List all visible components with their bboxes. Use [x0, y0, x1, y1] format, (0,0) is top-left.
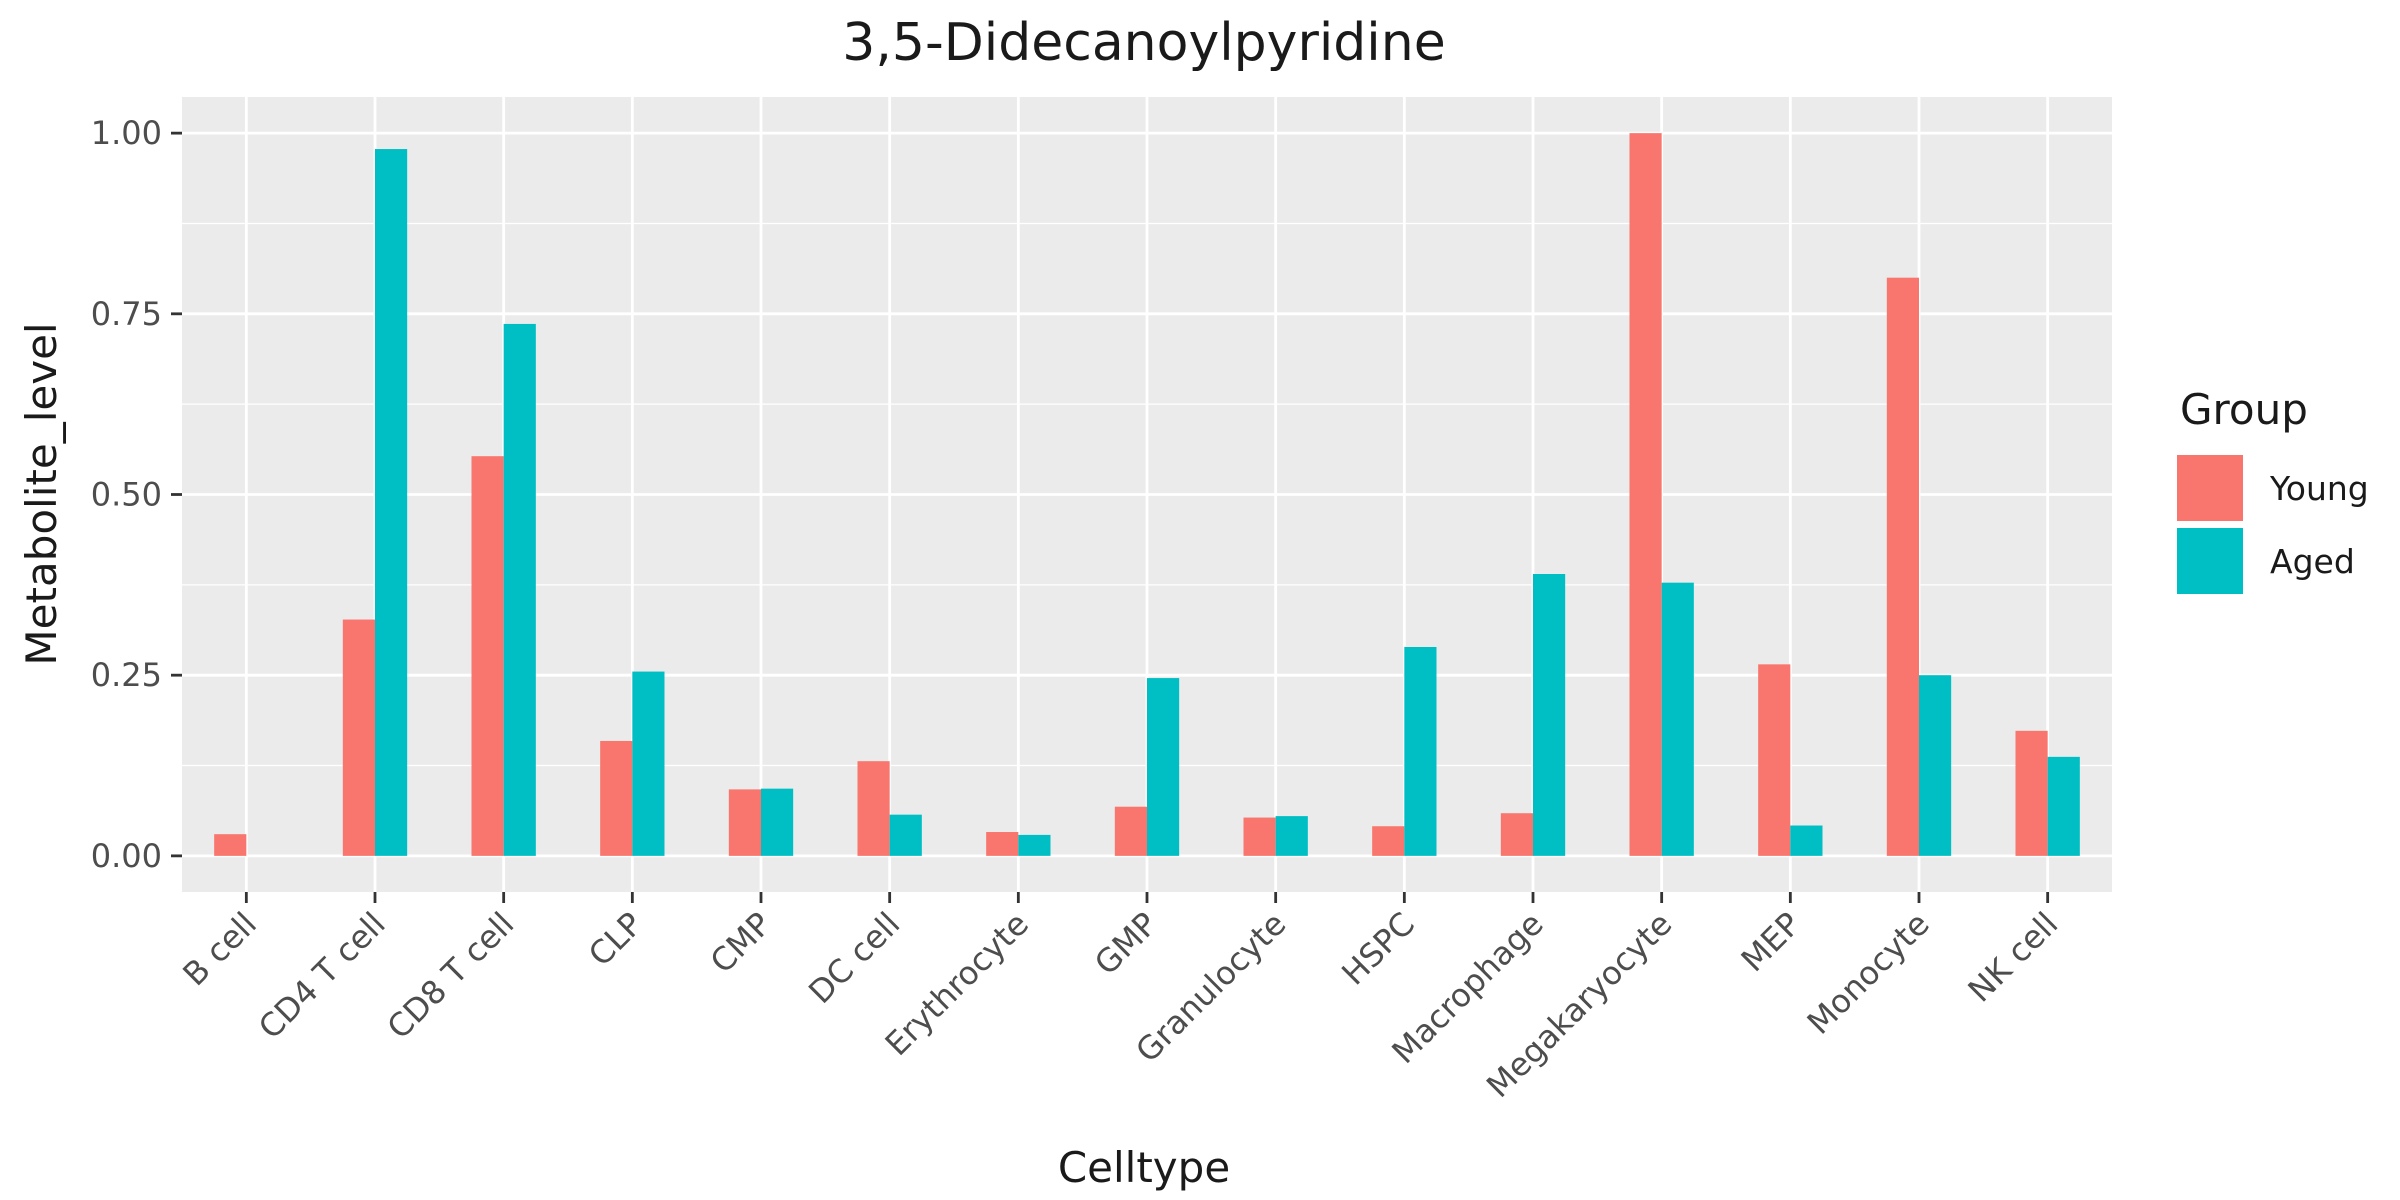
bar-young-gmp	[1114, 806, 1147, 856]
bar-young-nk-cell	[2015, 730, 2048, 856]
bar-young-erythrocyte	[986, 832, 1019, 856]
bar-aged-dc-cell	[889, 814, 922, 856]
bar-young-cd8-t-cell	[471, 456, 504, 856]
bar-young-cmp	[728, 789, 761, 856]
y-tick-label: 0.75	[91, 295, 162, 333]
bar-young-monocyte	[1886, 277, 1919, 856]
legend-key-aged	[2177, 528, 2243, 594]
bar-aged-erythrocyte	[1018, 834, 1051, 856]
bar-aged-cmp	[761, 788, 794, 856]
x-tick-label: B cell	[175, 905, 264, 994]
x-tick-label: DC cell	[801, 905, 907, 1011]
y-tick-label: 0.25	[91, 656, 162, 694]
legend: Group Young Aged	[2177, 385, 2369, 594]
x-tick-label: Monocyte	[1800, 905, 1937, 1042]
legend-label-young: Young	[2269, 469, 2369, 508]
legend-key-young	[2177, 455, 2243, 521]
y-tick-label: 0.00	[91, 837, 162, 875]
x-tick-label: NK cell	[1961, 905, 2066, 1010]
y-axis-title: Metabolite_level	[17, 322, 66, 665]
bar-young-b-cell	[214, 834, 247, 856]
bar-aged-macrophage	[1533, 574, 1566, 856]
bars	[214, 133, 2080, 856]
bar-aged-megakaryocyte	[1661, 582, 1694, 856]
x-tick-label: CD8 T cell	[380, 905, 522, 1047]
bar-young-macrophage	[1500, 813, 1533, 856]
bar-young-granulocyte	[1243, 817, 1276, 856]
bar-young-megakaryocyte	[1629, 133, 1662, 856]
x-tick-label: GMP	[1087, 905, 1165, 983]
legend-title: Group	[2180, 385, 2308, 434]
bar-aged-hspc	[1404, 646, 1437, 856]
x-tick-label: CD4 T cell	[251, 905, 393, 1047]
bar-young-hspc	[1372, 826, 1405, 856]
bar-young-cd4-t-cell	[342, 619, 375, 856]
chart-title: 3,5-Didecanoylpyridine	[842, 13, 1445, 73]
y-tick-label: 0.50	[91, 476, 162, 514]
bar-aged-mep	[1790, 825, 1823, 856]
bar-aged-monocyte	[1919, 675, 1952, 856]
x-axis-title: Celltype	[1058, 1143, 1230, 1192]
y-tick-label: 1.00	[91, 114, 162, 152]
bar-young-dc-cell	[857, 761, 890, 856]
bar-aged-cd8-t-cell	[503, 323, 536, 856]
x-tick-label: CLP	[581, 905, 650, 974]
bar-aged-clp	[632, 671, 665, 856]
bar-aged-granulocyte	[1275, 816, 1308, 856]
legend-label-aged: Aged	[2270, 542, 2355, 581]
bar-young-mep	[1758, 664, 1791, 856]
x-tick-label: CMP	[703, 905, 779, 981]
x-tick-label: HSPC	[1334, 905, 1422, 993]
y-axis: 0.00 0.25 0.50 0.75 1.00	[91, 114, 182, 875]
x-tick-label: MEP	[1734, 905, 1808, 979]
bar-aged-nk-cell	[2047, 756, 2080, 856]
bar-aged-cd4-t-cell	[375, 149, 408, 856]
bar-aged-gmp	[1147, 678, 1180, 856]
bar-young-clp	[600, 740, 633, 856]
